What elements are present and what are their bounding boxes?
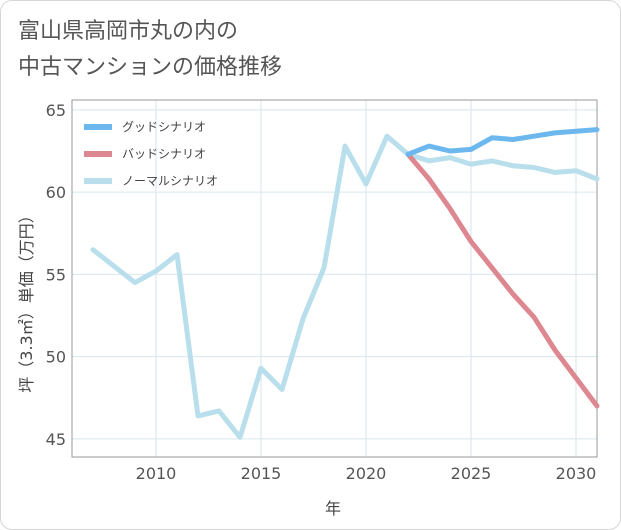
legend-item-bad: バッドシナリオ: [84, 147, 206, 161]
x-tick-label: 2025: [451, 464, 492, 483]
x-tick-label: 2030: [556, 464, 597, 483]
grid-lines: [72, 100, 597, 457]
y-tick-labels: 45 50 55 60 65: [46, 101, 66, 449]
chart-title-line-2: 中古マンションの価格推移: [18, 55, 283, 80]
x-tick-label: 2010: [136, 464, 177, 483]
legend-label: ノーマルシナリオ: [122, 174, 218, 188]
y-tick-label: 65: [46, 101, 66, 120]
normal-scenario-line: [90, 133, 600, 440]
y-tick-label: 55: [46, 265, 66, 284]
y-tick-label: 45: [46, 430, 66, 449]
legend-item-good: グッドシナリオ: [84, 120, 206, 134]
bad-scenario-line: [405, 151, 600, 409]
legend-label: バッドシナリオ: [122, 147, 206, 161]
chart-title-line-1: 富山県高岡市丸の内の: [18, 19, 239, 44]
legend-item-normal: ノーマルシナリオ: [84, 174, 218, 188]
y-axis-title: 坪（3.3㎡）単価（万円）: [17, 207, 36, 392]
series-lines: [90, 127, 600, 440]
y-tick-label: 50: [46, 348, 66, 367]
x-axis-title: 年: [325, 499, 341, 518]
x-tick-label: 2020: [346, 464, 387, 483]
x-tick-labels: 2010 2015 2020 2025 2030: [136, 464, 597, 483]
x-tick-label: 2015: [241, 464, 282, 483]
y-tick-label: 60: [46, 183, 66, 202]
chart-title: 富山県高岡市丸の内の 中古マンションの価格推移: [18, 14, 282, 86]
good-scenario-line: [405, 127, 600, 157]
plot-area: [71, 99, 598, 458]
legend-label: グッドシナリオ: [122, 120, 206, 134]
